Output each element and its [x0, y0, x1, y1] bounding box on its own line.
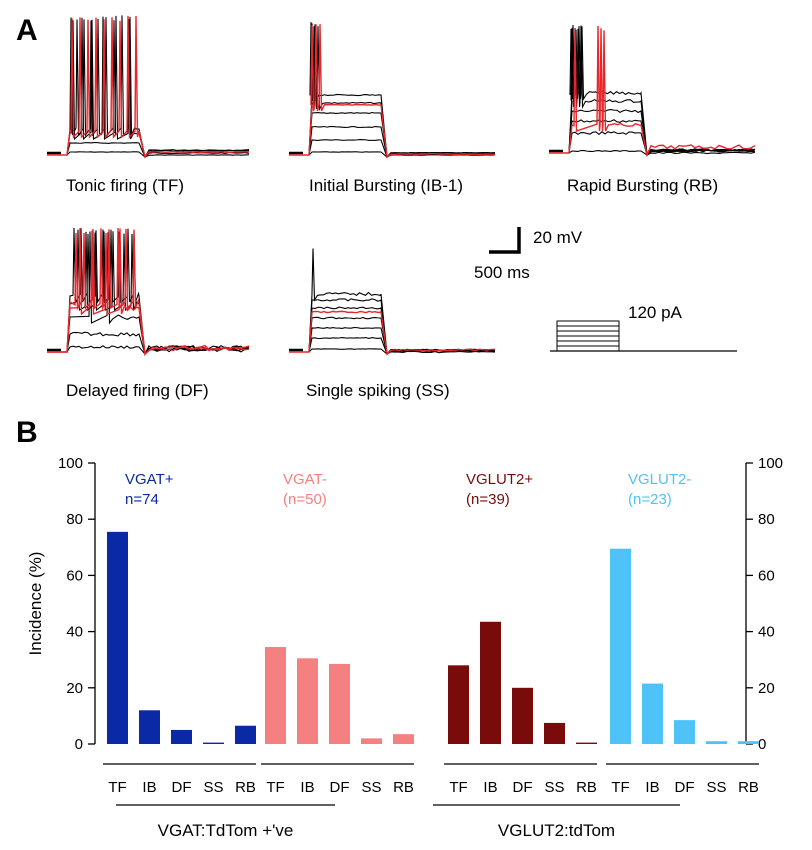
y-tick-label-right: 60 — [758, 567, 775, 584]
stimulus-protocol — [550, 320, 737, 352]
y-tick-label-left: 0 — [75, 736, 83, 753]
y-tick-label-left: 40 — [66, 624, 83, 641]
category-label: DF — [675, 779, 695, 796]
category-label: DF — [172, 779, 192, 796]
y-axis-label: Incidence (%) — [26, 552, 45, 656]
bar-vglut2neg-rb — [738, 741, 759, 744]
voltage-trace — [289, 310, 496, 356]
category-label: TF — [266, 779, 284, 796]
bar-vglut2neg-df — [674, 720, 695, 744]
bar-vglut2pos-df — [512, 687, 533, 744]
bar-vgatneg-tf — [265, 647, 286, 744]
category-label: IB — [142, 779, 156, 796]
category-label: TF — [108, 779, 126, 796]
voltage-trace — [549, 149, 756, 156]
trace-label-tf: Tonic firing (TF) — [66, 176, 184, 195]
voltage-trace — [47, 15, 250, 159]
voltage-trace — [289, 22, 496, 159]
bar-vglut2pos-rb — [576, 742, 597, 744]
stimulus-label: 120 pA — [628, 303, 683, 322]
category-label: SS — [203, 779, 223, 796]
category-label: RB — [738, 779, 759, 796]
trace-label-ib: Initial Bursting (IB-1) — [309, 176, 463, 195]
bar-vgatneg-ss — [361, 738, 382, 744]
voltage-traces — [47, 15, 756, 356]
bar-vgatpos-df — [171, 729, 192, 744]
bar-vgatpos-ss — [203, 742, 224, 744]
voltage-trace — [289, 111, 496, 159]
category-label: RB — [576, 779, 597, 796]
series-n-label: n=74 — [125, 491, 159, 508]
bar-vgatneg-ib — [297, 658, 318, 744]
bar-vglut2neg-tf — [610, 548, 631, 744]
voltage-trace — [549, 109, 756, 157]
stimulus-step — [556, 325, 620, 351]
category-label: IB — [300, 779, 314, 796]
voltage-trace — [289, 24, 496, 159]
bar-vgatneg-rb — [393, 734, 414, 744]
voltage-trace — [289, 306, 496, 356]
trace-label-rb: Rapid Bursting (RB) — [567, 176, 718, 195]
panel-b-label: B — [16, 416, 38, 449]
category-label: DF — [513, 779, 533, 796]
bar-vglut2pos-ss — [544, 722, 565, 744]
series-name: VGAT- — [283, 471, 327, 488]
trace-label-ss: Single spiking (SS) — [306, 381, 450, 400]
voltage-trace — [289, 316, 496, 356]
series-n-label: (n=50) — [283, 491, 327, 508]
y-tick-label-left: 20 — [66, 680, 83, 697]
group-label: VGLUT2:tdTom — [498, 821, 615, 840]
bar-vgatpos-tf — [107, 531, 128, 744]
group-label: VGAT:TdTom +'ve — [158, 821, 294, 840]
incidence-bar-chart: 0 0 20 20 40 40 60 60 80 80 100 100 Incidence (%) TF I… — [26, 455, 783, 840]
stimulus-step — [556, 335, 620, 351]
category-label: RB — [235, 779, 256, 796]
bar-vgatneg-df — [329, 663, 350, 744]
voltage-trace — [47, 228, 250, 356]
bar-vgatpos-ib — [139, 710, 160, 744]
y-tick-label-right: 80 — [758, 511, 775, 528]
bar-vglut2pos-tf — [448, 665, 469, 744]
y-tick-label-right: 100 — [758, 455, 783, 472]
y-tick-label-left: 80 — [66, 511, 83, 528]
voltage-trace — [549, 25, 756, 157]
series-name: VGLUT2- — [628, 471, 691, 488]
category-label: SS — [706, 779, 726, 796]
category-label: RB — [393, 779, 414, 796]
trace-label-df: Delayed firing (DF) — [66, 381, 209, 400]
y-tick-label-right: 20 — [758, 680, 775, 697]
series-name: VGAT+ — [125, 471, 174, 488]
category-label: TF — [449, 779, 467, 796]
y-tick-label-left: 100 — [58, 455, 83, 472]
bar-vgatpos-rb — [235, 725, 256, 744]
bar-vglut2neg-ib — [642, 683, 663, 744]
voltage-trace — [549, 25, 756, 158]
series-n-label: (n=39) — [466, 491, 510, 508]
y-tick-label-right: 0 — [758, 736, 766, 753]
category-label: IB — [483, 779, 497, 796]
stimulus-step — [556, 320, 620, 351]
series-name: VGLUT2+ — [466, 471, 533, 488]
stimulus-step — [556, 345, 620, 351]
category-label: SS — [544, 779, 564, 796]
scale-time-label: 500 ms — [474, 263, 530, 282]
category-label: DF — [330, 779, 350, 796]
category-label: IB — [645, 779, 659, 796]
y-tick-label-right: 40 — [758, 624, 775, 641]
panel-a-label: A — [16, 14, 38, 47]
category-label: SS — [361, 779, 381, 796]
voltage-trace — [47, 15, 250, 159]
category-label: TF — [611, 779, 629, 796]
series-n-label: (n=23) — [628, 491, 672, 508]
scale-voltage-label: 20 mV — [533, 228, 583, 247]
bar-vglut2neg-ss — [706, 741, 727, 744]
y-tick-label-left: 60 — [66, 567, 83, 584]
scale-bar — [489, 227, 521, 254]
bar-vglut2pos-ib — [480, 621, 501, 744]
